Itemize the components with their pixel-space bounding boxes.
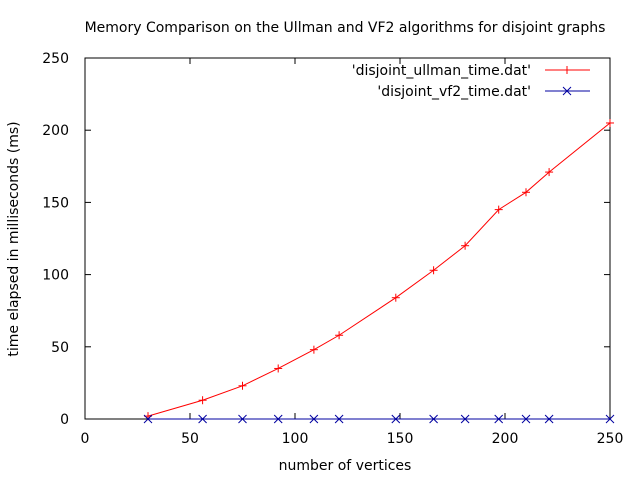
x-tick-label: 250	[597, 431, 624, 447]
series-1-point	[494, 205, 503, 214]
legend-label: 'disjoint_ullman_time.dat'	[352, 63, 531, 79]
legend-marker	[563, 66, 571, 74]
legend-label: 'disjoint_vf2_time.dat'	[377, 84, 531, 100]
series-1-point	[522, 188, 530, 197]
series-1-line	[147, 122, 611, 417]
series-1-point	[606, 118, 614, 127]
x-axis-label: number of vertices	[279, 458, 412, 474]
series-1-point	[198, 396, 207, 405]
series-2-point	[494, 414, 504, 424]
legend-marker	[562, 86, 572, 96]
series-2-point	[309, 414, 319, 424]
plot-frame	[84, 57, 611, 420]
y-tick-label: 50	[51, 340, 69, 356]
legend: 'disjoint_ullman_time.dat' 'disjoint_vf2_…	[352, 63, 590, 100]
series-1	[144, 118, 614, 421]
series-2-point	[521, 414, 531, 424]
series-2-point	[143, 414, 153, 424]
series-2-point	[273, 414, 283, 424]
series-2-point	[605, 414, 615, 424]
series-1-point	[238, 381, 247, 390]
series-1-point	[461, 241, 470, 250]
y-tick-label: 0	[60, 412, 69, 428]
series-2-point	[334, 414, 344, 424]
y-tick-label: 250	[42, 51, 69, 67]
chart-title: Memory Comparison on the Ullman and VF2 …	[85, 20, 606, 36]
y-axis-label: time elapsed in milliseconds (ms)	[6, 121, 22, 356]
series-2-point	[460, 414, 470, 424]
series-2-point	[391, 414, 401, 424]
x-tick-label: 200	[492, 431, 519, 447]
series-2-point	[198, 414, 207, 424]
series-layer	[143, 118, 615, 424]
x-tick-label: 100	[282, 431, 309, 447]
series-2-point	[238, 414, 247, 424]
series-1-point	[545, 168, 554, 177]
series-2-point	[544, 414, 554, 424]
y-tick-label: 100	[42, 268, 69, 284]
series-1-point	[309, 345, 318, 354]
x-tick-label: 50	[181, 431, 199, 447]
series-1-point	[274, 364, 283, 373]
y-tick-label: 200	[42, 123, 69, 139]
x-tick-label: 150	[387, 431, 414, 447]
series-2	[143, 414, 615, 424]
series-1-point	[335, 331, 344, 340]
y-tick-label: 150	[42, 195, 69, 211]
x-axis: 0 50 100 150 200 250	[81, 58, 624, 447]
x-tick-label: 0	[81, 431, 90, 447]
series-1-point	[429, 266, 438, 275]
series-1-point	[391, 293, 400, 302]
series-2-point	[429, 414, 438, 424]
y-axis: 0 50 100 150 200 250	[42, 51, 610, 428]
